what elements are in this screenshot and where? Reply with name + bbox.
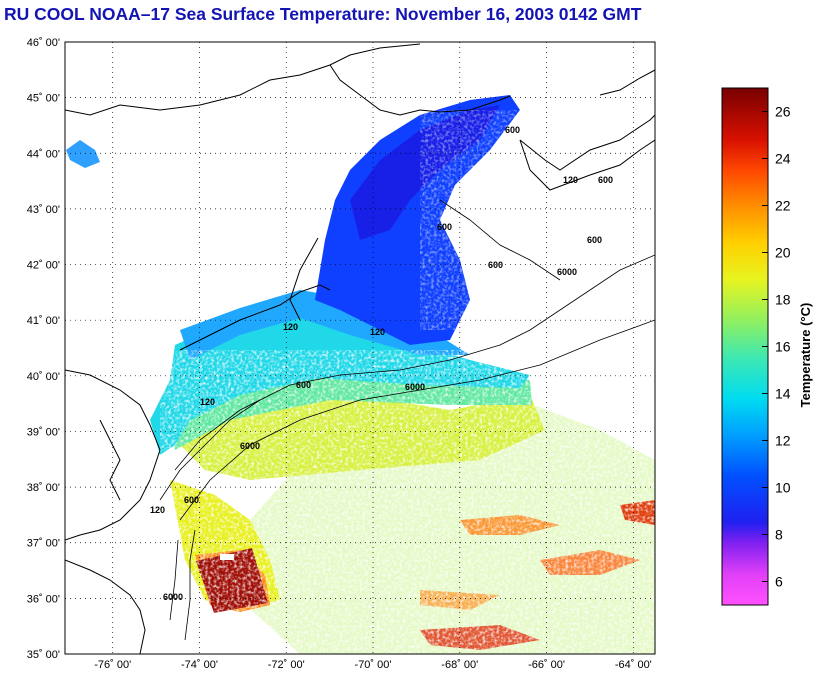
coastline-virginia bbox=[65, 559, 146, 654]
lat-tick-label: 36˚ 00' bbox=[27, 593, 60, 605]
lat-tick-label: 37˚ 00' bbox=[27, 538, 60, 550]
colorbar-bar bbox=[721, 87, 769, 606]
contour-label: 120 bbox=[563, 175, 578, 185]
contour-600 bbox=[174, 254, 655, 471]
lon-tick-label: -72˚ 00' bbox=[268, 659, 305, 671]
bathymetry-contours bbox=[159, 199, 655, 641]
lat-tick-label: 38˚ 00' bbox=[27, 482, 60, 494]
lat-tick-label: 43˚ 00' bbox=[27, 204, 60, 216]
contour-label: 6000 bbox=[405, 382, 425, 392]
colorbar-ticks: 6 8 10 12 14 16 18 20 22 24 26 bbox=[762, 104, 791, 590]
colorbar-tick-label: 14 bbox=[775, 386, 791, 402]
coastlines bbox=[65, 43, 655, 654]
latitude-axis: 46˚ 00' 45˚ 00' 44˚ 00' 43˚ 00' 42˚ 00' 41˚ 0… bbox=[27, 37, 60, 661]
colorbar-tick-label: 16 bbox=[775, 339, 791, 355]
colorbar-tick-label: 26 bbox=[775, 104, 791, 120]
cloud-mask-speckle-north bbox=[420, 110, 540, 330]
lat-tick-label: 35˚ 00' bbox=[27, 649, 60, 661]
lat-tick-label: 40˚ 00' bbox=[27, 371, 60, 383]
lat-tick-label: 45˚ 00' bbox=[27, 93, 60, 105]
cloud-mask-speckle bbox=[160, 350, 655, 654]
lon-tick-label: -76˚ 00' bbox=[94, 659, 131, 671]
coastline-cape-cod bbox=[289, 237, 319, 321]
colorbar-tick-label: 22 bbox=[775, 198, 791, 214]
coastline-nova-scotia-south bbox=[519, 139, 655, 191]
lat-tick-label: 46˚ 00' bbox=[27, 37, 60, 49]
coastline-chesapeake bbox=[99, 419, 121, 501]
colorbar-label: Temperature (°C) bbox=[798, 303, 813, 408]
contour-6000-south bbox=[184, 529, 196, 641]
lat-tick-label: 41˚ 00' bbox=[27, 315, 60, 327]
coastline-maine bbox=[329, 64, 511, 116]
coastline-mid-atlantic bbox=[65, 369, 161, 541]
contour-georges bbox=[439, 199, 561, 281]
contour-label: 120 bbox=[283, 322, 298, 332]
contour-6000 bbox=[179, 319, 655, 521]
sst-field bbox=[66, 95, 655, 654]
colorbar-tick-label: 10 bbox=[775, 480, 791, 496]
colorbar-tick-label: 18 bbox=[775, 292, 791, 308]
contour-label: 600 bbox=[437, 222, 452, 232]
graticule bbox=[65, 42, 655, 654]
colorbar: 6 8 10 12 14 16 18 20 22 24 26 Temperature (°C) bbox=[721, 87, 813, 606]
coastline-canada bbox=[65, 43, 421, 116]
lat-tick-label: 39˚ 00' bbox=[27, 426, 60, 438]
coastline-nova-scotia-north bbox=[519, 114, 655, 171]
contour-label: 120 bbox=[150, 505, 165, 515]
bay-of-fundy-patch bbox=[66, 140, 100, 168]
colorbar-tick-label: 20 bbox=[775, 245, 791, 261]
colorbar-tick-label: 12 bbox=[775, 433, 791, 449]
colorbar-tick-label: 6 bbox=[775, 574, 783, 590]
contour-label: 600 bbox=[296, 380, 311, 390]
lon-tick-label: -74˚ 00' bbox=[181, 659, 218, 671]
coastline-pei bbox=[599, 69, 655, 96]
map-title: RU COOL NOAA–17 Sea Surface Temperature:… bbox=[4, 4, 642, 24]
coastline-long-island bbox=[179, 284, 331, 351]
contour-label: 6000 bbox=[163, 592, 183, 602]
lat-tick-label: 42˚ 00' bbox=[27, 260, 60, 272]
map-frame bbox=[64, 41, 656, 655]
lon-tick-label: -68˚ 00' bbox=[441, 659, 478, 671]
contour-label: 600 bbox=[598, 175, 613, 185]
contour-label: 6000 bbox=[557, 267, 577, 277]
contour-label: 600 bbox=[505, 125, 520, 135]
lon-tick-label: -66˚ 00' bbox=[528, 659, 565, 671]
lon-tick-label: -64˚ 00' bbox=[615, 659, 652, 671]
contour-label: 120 bbox=[200, 397, 215, 407]
shelf-water-lightblue bbox=[180, 290, 470, 360]
contour-label: 600 bbox=[488, 260, 503, 270]
contour-label: 600 bbox=[184, 495, 199, 505]
lon-tick-label: -70˚ 00' bbox=[355, 659, 392, 671]
longitude-axis: -76˚ 00' -74˚ 00' -72˚ 00' -70˚ 00' -68˚ 00'… bbox=[94, 659, 652, 671]
contour-120 bbox=[159, 399, 261, 501]
contour-label: 6000 bbox=[240, 441, 260, 451]
colorbar-tick-label: 8 bbox=[775, 527, 783, 543]
colorbar-tick-label: 24 bbox=[775, 151, 791, 167]
contour-600-south bbox=[169, 539, 179, 621]
contour-label: 600 bbox=[587, 235, 602, 245]
contour-label: 120 bbox=[370, 327, 385, 337]
contour-labels: 600 600 600 120 600 120 6000 600 120 600… bbox=[150, 125, 613, 602]
lat-tick-label: 44˚ 00' bbox=[27, 148, 60, 160]
